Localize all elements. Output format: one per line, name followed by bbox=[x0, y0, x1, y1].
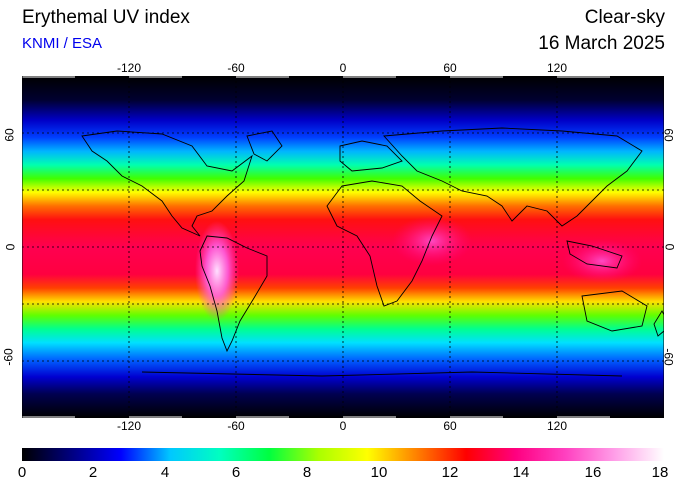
maritime-continent-hotspot bbox=[562, 239, 642, 283]
colorbar-fill bbox=[22, 448, 664, 461]
colorbar-label: 8 bbox=[302, 464, 312, 481]
colorbar-label: 16 bbox=[584, 464, 602, 481]
map-title: Erythemal UV index bbox=[22, 7, 190, 28]
lon-tick-top: -60 bbox=[227, 61, 245, 75]
lon-tick-bottom: 120 bbox=[546, 419, 568, 433]
colorbar-label: 14 bbox=[512, 464, 530, 481]
sky-condition-label: Clear-sky bbox=[584, 7, 665, 28]
colorbar-label: 10 bbox=[370, 464, 388, 481]
lat-tick-left: 0 bbox=[3, 243, 18, 251]
colorbar-label: 4 bbox=[160, 464, 170, 481]
colorbar-label: 2 bbox=[88, 464, 98, 481]
uv-index-map bbox=[22, 76, 664, 418]
credit-label: KNMI / ESA bbox=[22, 35, 103, 52]
lat-tick-left: 60 bbox=[2, 128, 17, 142]
colorbar-label: 6 bbox=[231, 464, 241, 481]
colorbar bbox=[22, 448, 664, 461]
lon-tick-top: 0 bbox=[339, 61, 347, 75]
graticule bbox=[22, 76, 664, 418]
lon-tick-top: -120 bbox=[116, 61, 142, 75]
coastlines bbox=[81, 127, 664, 377]
date-label: 16 March 2025 bbox=[538, 33, 665, 54]
lon-tick-bottom: 60 bbox=[443, 419, 457, 433]
lon-tick-bottom: 0 bbox=[339, 419, 347, 433]
colorbar-label: 0 bbox=[17, 464, 27, 481]
andes-hotspot bbox=[195, 221, 239, 321]
lon-tick-top: 120 bbox=[546, 61, 568, 75]
lon-tick-bottom: -60 bbox=[227, 419, 245, 433]
colorbar-label: 18 bbox=[651, 464, 669, 481]
lon-tick-bottom: -120 bbox=[116, 419, 142, 433]
lat-tick-left: -60 bbox=[1, 348, 16, 366]
lon-tick-top: 60 bbox=[443, 61, 457, 75]
colorbar-label: 12 bbox=[441, 464, 459, 481]
lat-tick-right: 0 bbox=[662, 243, 677, 251]
east-africa-hotspot bbox=[392, 216, 472, 266]
